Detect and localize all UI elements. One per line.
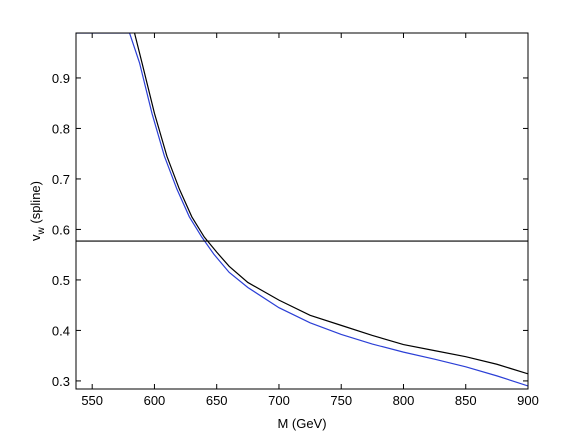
x-tick-label: 650 xyxy=(206,393,228,408)
line xyxy=(76,33,528,387)
x-tick-label: 550 xyxy=(81,393,103,408)
x-tick-label: 900 xyxy=(517,393,539,408)
y-label-rest: (spline) xyxy=(28,181,43,227)
x-axis-label: M (GeV) xyxy=(277,416,326,431)
y-tick-label: 0.3 xyxy=(52,374,70,389)
y-tick-label: 0.9 xyxy=(52,71,70,86)
plot-frame xyxy=(75,32,529,390)
line xyxy=(133,33,528,375)
y-label-main: v xyxy=(28,234,43,241)
x-tick-label: 800 xyxy=(393,393,415,408)
y-tick-label: 0.4 xyxy=(52,323,70,338)
x-tick-label: 700 xyxy=(268,393,290,408)
x-tick-label: 600 xyxy=(144,393,166,408)
y-tick-label: 0.8 xyxy=(52,121,70,136)
x-tick-label: 850 xyxy=(455,393,477,408)
x-tick-label: 750 xyxy=(330,393,352,408)
y-tick-label: 0.7 xyxy=(52,172,70,187)
y-axis-label: vw (spline) xyxy=(28,181,47,241)
y-tick-label: 0.5 xyxy=(52,273,70,288)
y-tick-label: 0.6 xyxy=(52,222,70,237)
y-label-sub: w xyxy=(36,226,47,235)
